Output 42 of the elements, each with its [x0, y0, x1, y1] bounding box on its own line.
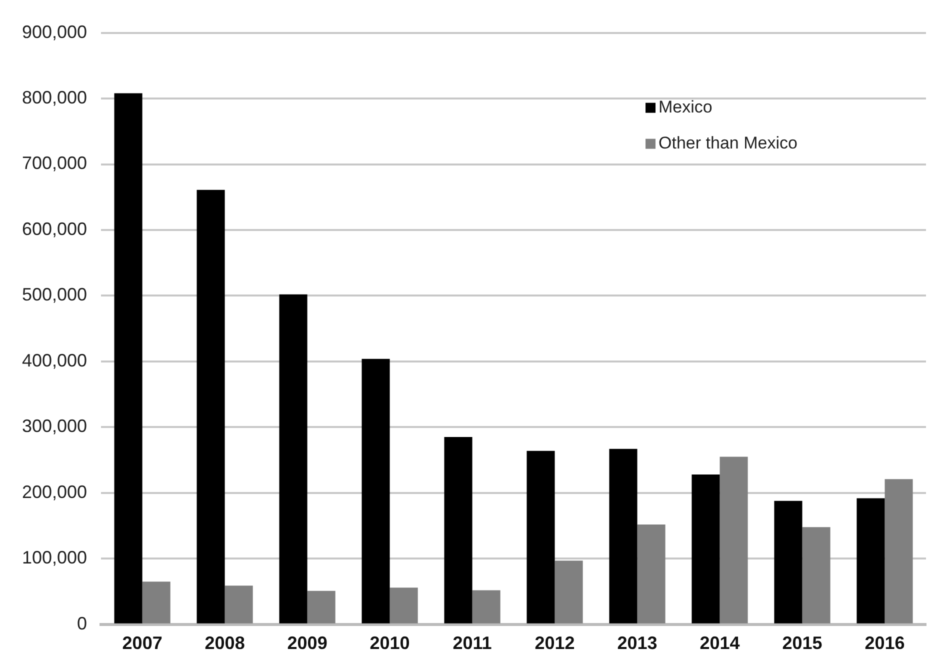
y-tick-label: 200,000	[22, 482, 88, 502]
x-tick-label: 2009	[287, 633, 328, 654]
bar	[526, 450, 555, 624]
x-tick-label: 2013	[617, 633, 658, 654]
bar	[362, 358, 390, 624]
bar	[114, 93, 142, 624]
bar	[390, 588, 418, 624]
bar	[637, 524, 666, 624]
bar	[444, 437, 472, 624]
bar	[856, 498, 885, 624]
bar	[142, 582, 170, 624]
x-tick-label: 2014	[700, 633, 740, 654]
y-tick-label: 400,000	[22, 350, 88, 370]
bar	[472, 590, 500, 624]
bar	[307, 590, 336, 624]
bar	[279, 294, 308, 624]
bar	[720, 456, 748, 624]
y-tick-label: 900,000	[22, 22, 88, 42]
x-tick-label: 2007	[122, 633, 162, 654]
y-tick-label: 500,000	[22, 284, 88, 305]
bar	[224, 586, 253, 624]
y-tick-label: 600,000	[22, 218, 88, 239]
y-tick-label: 700,000	[22, 153, 88, 174]
x-tick-label: 2015	[782, 633, 822, 654]
bar	[196, 190, 225, 624]
x-tick-label: 2016	[864, 633, 905, 654]
bar	[802, 527, 830, 624]
x-tick-label: 2008	[204, 633, 245, 654]
bar	[884, 479, 913, 624]
y-tick-label: 300,000	[22, 416, 88, 436]
bar	[692, 474, 720, 624]
bar	[554, 560, 583, 624]
x-tick-label: 2011	[452, 633, 492, 654]
x-tick-label: 2012	[534, 633, 575, 654]
bar	[774, 500, 802, 624]
y-tick-label: 0	[77, 613, 88, 634]
legend-label: Mexico	[658, 97, 712, 116]
bar	[609, 448, 638, 624]
legend-label: Other than Mexico	[658, 133, 798, 152]
y-tick-label: 100,000	[22, 548, 88, 568]
y-tick-label: 800,000	[22, 88, 88, 108]
x-tick-label: 2010	[370, 633, 410, 654]
